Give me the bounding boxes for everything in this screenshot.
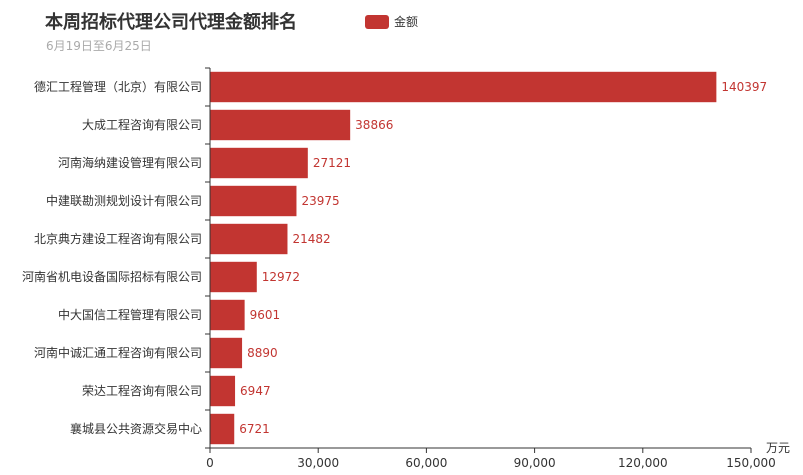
x-tick-label: 90,000 [514, 456, 556, 470]
legend-swatch [365, 14, 389, 29]
y-tick-label: 中建联勘测规划设计有限公司 [46, 193, 202, 208]
chart-subtitle: 6月19日至6月25日 [46, 39, 152, 53]
bar[interactable] [210, 71, 717, 103]
bar-value-label: 21482 [292, 232, 330, 246]
bar-value-label: 140397 [721, 80, 767, 94]
y-tick-label: 河南海纳建设管理有限公司 [58, 155, 202, 170]
legend-item[interactable]: 金额 [365, 13, 418, 30]
x-axis-label: 万元 [766, 441, 790, 455]
x-tick-label: 120,000 [618, 456, 668, 470]
bar-value-label: 6947 [240, 384, 271, 398]
chart-title: 本周招标代理公司代理金额排名 [45, 12, 297, 33]
bar[interactable] [210, 261, 257, 293]
bar-value-label: 12972 [262, 270, 300, 284]
y-tick-label: 荣达工程咨询有限公司 [82, 383, 202, 398]
bar[interactable] [210, 299, 245, 331]
bar-value-label: 27121 [313, 156, 351, 170]
y-tick-label: 襄城县公共资源交易中心 [70, 421, 202, 436]
y-tick-label: 大成工程咨询有限公司 [82, 117, 202, 132]
bar[interactable] [210, 185, 297, 217]
x-tick-label: 150,000 [726, 456, 776, 470]
x-tick-label: 60,000 [405, 456, 447, 470]
bar-value-label: 6721 [239, 422, 270, 436]
y-tick-label: 中大国信工程管理有限公司 [58, 307, 202, 322]
legend-label: 金额 [394, 15, 419, 29]
y-tick-label: 河南中诚汇通工程咨询有限公司 [34, 345, 202, 360]
x-tick-label: 30,000 [297, 456, 339, 470]
bar[interactable] [210, 223, 288, 255]
bar-value-label: 9601 [250, 308, 281, 322]
y-tick-label: 河南省机电设备国际招标有限公司 [22, 269, 202, 284]
x-tick-label: 0 [206, 456, 214, 470]
bar-value-label: 23975 [301, 194, 339, 208]
bar[interactable] [210, 147, 308, 179]
bar-value-label: 8890 [247, 346, 278, 360]
bar[interactable] [210, 337, 243, 369]
y-tick-label: 北京典方建设工程咨询有限公司 [34, 231, 202, 246]
bar[interactable] [210, 413, 235, 445]
bar[interactable] [210, 375, 236, 407]
bar[interactable] [210, 109, 351, 141]
y-tick-label: 德汇工程管理（北京）有限公司 [34, 79, 202, 94]
bar-value-label: 38866 [355, 118, 393, 132]
